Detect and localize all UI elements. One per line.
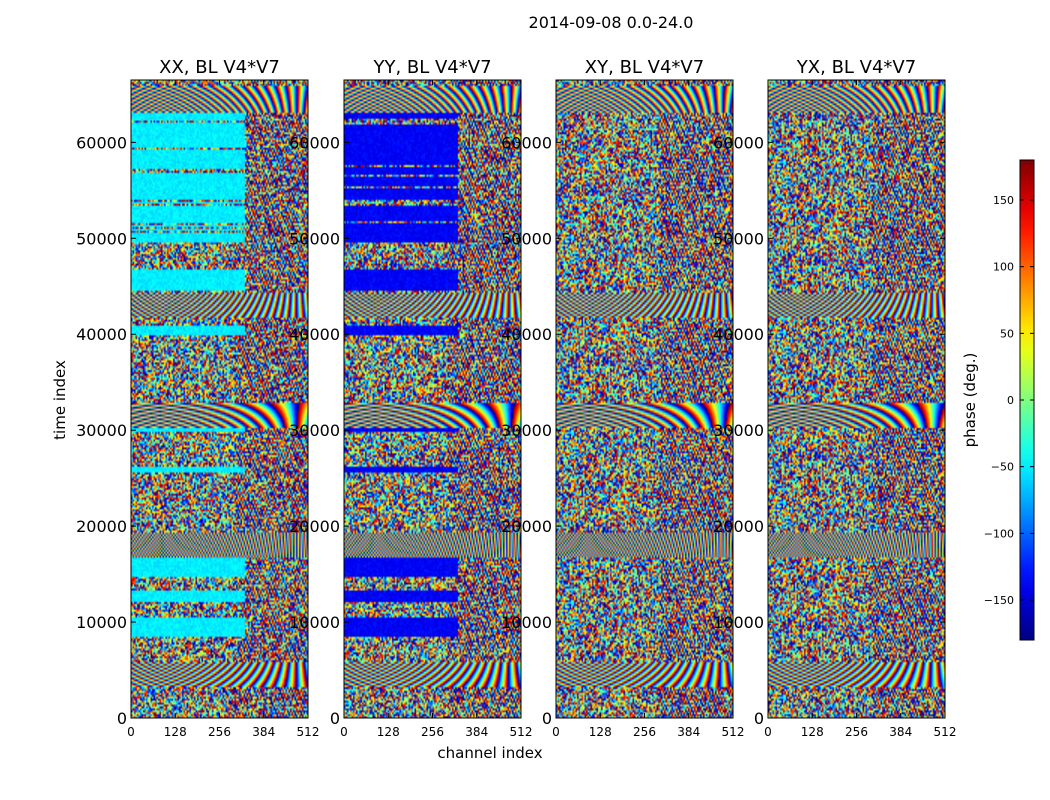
panel-title: XX, BL V4*V7: [159, 57, 280, 78]
panel-yx: YX, BL V4*V7 0 128 256 384 512 0 10000 20000 3000…: [713, 57, 956, 739]
x-tick-label: 128: [377, 725, 400, 739]
x-tick-label: 256: [208, 725, 231, 739]
y-tick-label: 0: [542, 709, 552, 728]
y-tick-label: 60000: [713, 133, 764, 152]
panel-title: XY, BL V4*V7: [585, 57, 704, 78]
y-tick-label: 50000: [713, 229, 764, 248]
y-tick-label: 40000: [289, 325, 340, 344]
colorbar-tick-label: −50: [991, 461, 1014, 474]
x-tick-label: 384: [252, 725, 275, 739]
y-tick-label: 20000: [289, 517, 340, 536]
figure-suptitle: 2014-09-08 0.0-24.0: [529, 13, 694, 32]
y-tick-label: 0: [330, 709, 340, 728]
colorbar-tick-label: 150: [993, 194, 1014, 207]
heatmap-image-yy: [344, 80, 521, 718]
panel-xy: XY, BL V4*V7 0 128 256 384 512 0 10000 20000 3000…: [501, 57, 744, 739]
y-tick-label: 10000: [76, 613, 127, 632]
y-tick-label: 50000: [501, 229, 552, 248]
y-tick-label: 30000: [76, 421, 127, 440]
x-tick-label: 384: [465, 725, 488, 739]
y-tick-label: 10000: [289, 613, 340, 632]
y-tick-label: 30000: [289, 421, 340, 440]
y-tick-label: 20000: [713, 517, 764, 536]
heatmap-panels: XX, BL V4*V7 0 128 256 384 512 0 10000 20000 3000…: [76, 57, 956, 739]
x-tick-label: 128: [589, 725, 612, 739]
y-tick-label: 10000: [713, 613, 764, 632]
y-tick-label: 0: [754, 709, 764, 728]
y-tick-label: 40000: [501, 325, 552, 344]
x-axis-label: channel index: [437, 744, 542, 762]
x-tick-label: 0: [764, 725, 772, 739]
panel-title: YY, BL V4*V7: [372, 57, 491, 78]
x-tick-label: 384: [889, 725, 912, 739]
heatmap-image-yx: [768, 80, 945, 718]
x-tick-label: 0: [552, 725, 560, 739]
colorbar-tick-label: 0: [1007, 394, 1014, 407]
y-tick-label: 20000: [76, 517, 127, 536]
colorbar-tick-label: 50: [1000, 327, 1014, 340]
colorbar-tick-label: −100: [984, 527, 1014, 540]
x-tick-label: 128: [801, 725, 824, 739]
y-tick-label: 0: [117, 709, 127, 728]
x-tick-label: 512: [934, 725, 957, 739]
colorbar: −150 −100 −50 0 50 100 150 phase (deg.): [961, 159, 1035, 641]
x-tick-label: 128: [164, 725, 187, 739]
y-tick-label: 30000: [713, 421, 764, 440]
y-tick-label: 40000: [713, 325, 764, 344]
x-tick-label: 512: [510, 725, 533, 739]
heatmap-image-xx: [131, 80, 308, 718]
x-tick-label: 256: [421, 725, 444, 739]
y-tick-label: 50000: [289, 229, 340, 248]
panel-xx: XX, BL V4*V7 0 128 256 384 512 0 10000 20000 3000…: [76, 57, 319, 739]
y-tick-label: 10000: [501, 613, 552, 632]
colorbar-tick-label: −150: [984, 594, 1014, 607]
y-tick-label: 40000: [76, 325, 127, 344]
y-tick-label: 60000: [76, 133, 127, 152]
colorbar-label: phase (deg.): [961, 353, 979, 448]
y-axis-label: time index: [51, 360, 69, 440]
panel-title: YX, BL V4*V7: [796, 57, 916, 78]
x-tick-label: 256: [845, 725, 868, 739]
colorbar-tick-label: 100: [993, 261, 1014, 274]
heatmap-image-xy: [556, 80, 733, 718]
y-tick-label: 20000: [501, 517, 552, 536]
y-tick-label: 30000: [501, 421, 552, 440]
x-tick-label: 256: [633, 725, 656, 739]
x-tick-label: 0: [127, 725, 135, 739]
x-tick-label: 384: [677, 725, 700, 739]
panel-yy: YY, BL V4*V7 0 128 256 384 512 0 10000 20000 3000…: [289, 57, 532, 739]
x-tick-label: 512: [722, 725, 745, 739]
y-tick-label: 50000: [76, 229, 127, 248]
x-tick-label: 0: [340, 725, 348, 739]
y-tick-label: 60000: [289, 133, 340, 152]
x-tick-label: 512: [297, 725, 320, 739]
y-tick-label: 60000: [501, 133, 552, 152]
